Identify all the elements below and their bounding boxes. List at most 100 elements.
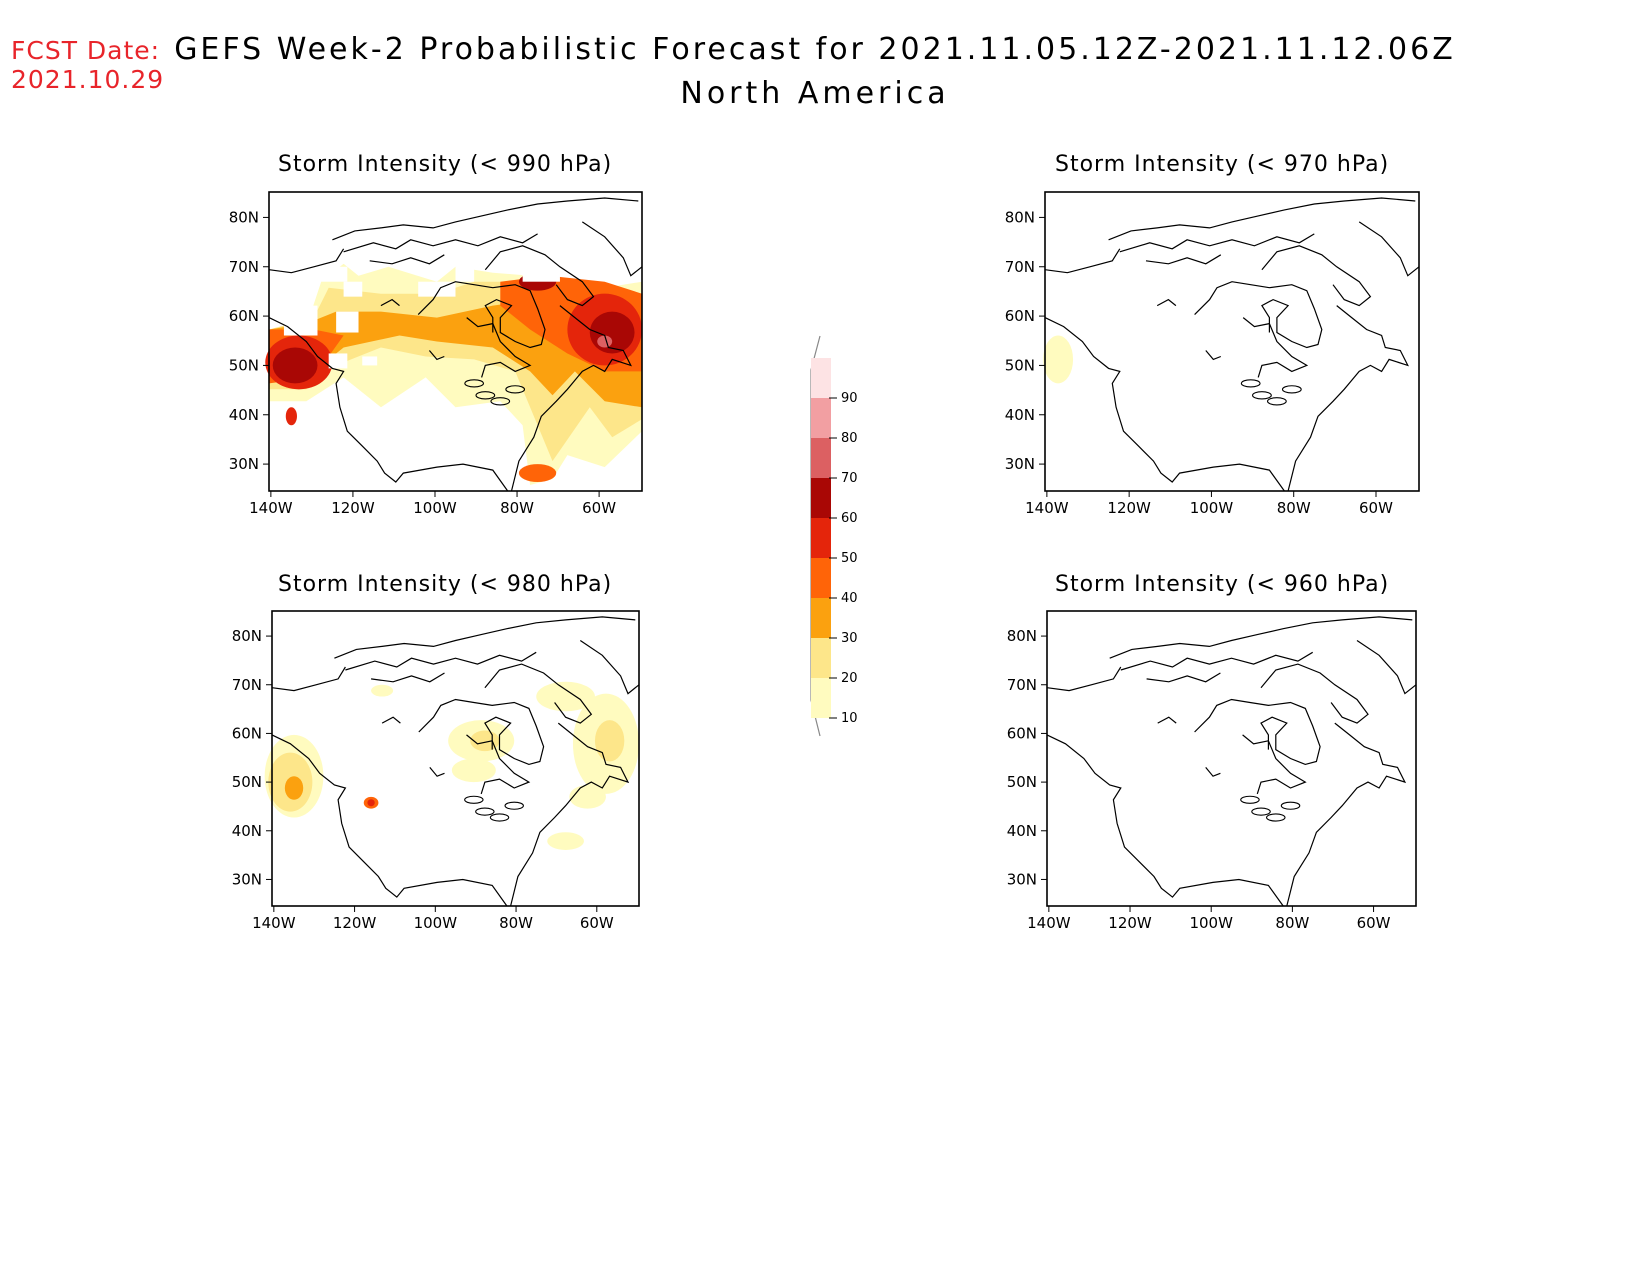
- coastline: [271, 666, 346, 692]
- coastline: [484, 245, 595, 307]
- forecast-date-label: FCST Date: 2021.10.29: [11, 36, 164, 94]
- lake-outline: [1280, 801, 1301, 810]
- lat-tick-label: 60N: [232, 724, 262, 742]
- lon-tick-label: 100W: [413, 499, 457, 517]
- lat-tick-label: 80N: [1005, 208, 1035, 226]
- lat-tick-label: 40N: [1007, 822, 1037, 840]
- no-data-gap: [522, 266, 560, 282]
- lake-outline: [1266, 397, 1287, 406]
- coastline-layer: [271, 616, 640, 907]
- lon-tick-label: 100W: [1189, 914, 1233, 932]
- coastline: [1194, 698, 1321, 766]
- coastline: [332, 197, 639, 241]
- map-panel-p980: 80N 70N 60N 50N 40N 30N 140W 120W 100W 80W 60W: [232, 610, 640, 932]
- coastline: [417, 281, 546, 349]
- lake-outline: [504, 801, 524, 810]
- coastline: [510, 305, 632, 492]
- coastline: [345, 651, 537, 671]
- lat-tick-label: 50N: [1005, 356, 1035, 374]
- colorbar-label: 90: [841, 391, 858, 406]
- probability-contour: [1043, 335, 1074, 384]
- probability-contour: [451, 758, 496, 783]
- lat-tick-label: 40N: [232, 822, 262, 840]
- lon-tick-label: 140W: [1027, 914, 1071, 932]
- coastline: [1260, 663, 1369, 724]
- coastline: [1145, 254, 1222, 265]
- coastline-layer: [1044, 197, 1420, 492]
- map-frame: [271, 610, 640, 907]
- lat-tick-label: 40N: [229, 406, 259, 424]
- coastline: [1120, 651, 1314, 671]
- colorbar: 10 20 30 40 50 60 70 80 90: [810, 335, 858, 737]
- lake-outline: [1266, 813, 1286, 822]
- map-panel-p990: 80N 70N 60N 50N 40N 30N 140W 120W 100W 80W 60W: [229, 191, 643, 517]
- coastline: [510, 722, 630, 907]
- lat-tick-label: 70N: [232, 676, 262, 694]
- coastline: [369, 254, 445, 265]
- lake-outline: [489, 813, 510, 822]
- colorbar-label: 40: [841, 591, 858, 606]
- lon-tick-label: 80W: [500, 499, 534, 517]
- colorbar-label: 80: [841, 431, 858, 446]
- coastline: [1109, 616, 1413, 659]
- lake-outline: [464, 795, 484, 804]
- probability-contour: [597, 335, 613, 348]
- coastline: [268, 248, 345, 274]
- probability-contour: [518, 464, 557, 483]
- page-title: GEFS Week-2 Probabilistic Forecast for 2…: [174, 32, 1456, 67]
- lat-tick-label: 30N: [232, 870, 262, 888]
- colorbar-swatch: [811, 598, 831, 638]
- panel-990-title: Storm Intensity (< 990 hPa): [278, 152, 613, 177]
- coastline: [1205, 350, 1222, 361]
- probability-contour: [536, 681, 595, 712]
- no-data-gap: [269, 192, 642, 264]
- colorbar-swatch: [811, 438, 831, 478]
- coastline: [1287, 305, 1409, 492]
- coastline: [466, 734, 531, 795]
- fcst-date: 2021.10.29: [11, 65, 165, 94]
- coastline: [1157, 716, 1177, 724]
- lake-outline: [1240, 379, 1261, 388]
- lon-tick-label: 120W: [331, 499, 375, 517]
- coastline: [1194, 281, 1323, 349]
- map-frame: [1046, 610, 1417, 907]
- coastline: [1146, 672, 1221, 683]
- probability-contour: [547, 832, 584, 850]
- coastline: [1261, 245, 1372, 307]
- coastline: [1046, 734, 1284, 907]
- coastline: [579, 640, 640, 695]
- panel-960-title: Storm Intensity (< 960 hPa): [1055, 572, 1390, 597]
- coastline-layer: [268, 197, 643, 492]
- coastline: [334, 616, 636, 659]
- probability-contour: [569, 785, 606, 809]
- no-data-gap: [321, 266, 348, 282]
- coastline: [1356, 640, 1417, 695]
- coastline: [1205, 767, 1221, 777]
- lat-tick-label: 30N: [229, 455, 259, 473]
- panel-980-title: Storm Intensity (< 980 hPa): [278, 572, 613, 597]
- no-data-gap: [283, 305, 318, 336]
- lake-outline: [490, 397, 511, 406]
- map-frame: [1044, 191, 1420, 492]
- lon-tick-label: 100W: [1190, 499, 1234, 517]
- colorbar-swatch: [811, 398, 831, 438]
- coastline: [1156, 298, 1177, 307]
- lat-tick-label: 80N: [1007, 627, 1037, 645]
- lon-tick-label: 80W: [1277, 499, 1311, 517]
- coastline-layer: [1046, 616, 1417, 907]
- coastline: [1046, 666, 1122, 692]
- lon-tick-label: 60W: [582, 499, 616, 517]
- fcst-label: FCST Date:: [11, 36, 161, 65]
- lon-tick-label: 140W: [249, 499, 293, 517]
- no-data-gap: [567, 260, 590, 276]
- coastline: [1286, 722, 1407, 907]
- colorbar-swatch: [811, 478, 831, 518]
- lat-tick-label: 80N: [232, 627, 262, 645]
- coastline: [271, 734, 508, 907]
- map-background: [1047, 611, 1416, 906]
- lon-tick-label: 60W: [1357, 914, 1391, 932]
- colorbar-label: 30: [841, 631, 858, 646]
- lon-tick-label: 60W: [580, 914, 614, 932]
- colorbar-label: 70: [841, 471, 858, 486]
